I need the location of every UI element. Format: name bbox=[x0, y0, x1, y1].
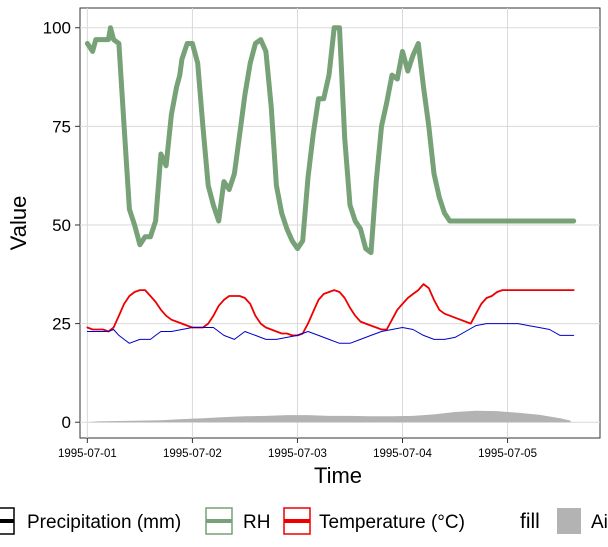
legend-label-temperature: Temperature (°C) bbox=[319, 512, 465, 533]
y-tick-label: 25 bbox=[52, 315, 71, 334]
x-tick-label: 1995-07-02 bbox=[163, 448, 222, 460]
x-axis-ticks: 1995-07-01 1995-07-02 1995-07-03 1995-07-04… bbox=[58, 438, 537, 460]
area-layer bbox=[87, 410, 571, 423]
legend-swatch-fill bbox=[557, 508, 581, 534]
x-tick-label: 1995-07-01 bbox=[58, 448, 117, 460]
y-tick-label: 100 bbox=[43, 19, 71, 38]
area-series bbox=[87, 410, 571, 423]
y-axis-title: Value bbox=[6, 196, 31, 251]
legend-label-precipitation: Precipitation (mm) bbox=[27, 512, 181, 533]
line-layer bbox=[84, 25, 577, 344]
legend-item-precipitation: Precipitation (mm) bbox=[0, 507, 181, 535]
legend-label-fill: Ai bbox=[591, 512, 608, 533]
legend: Precipitation (mm) RH Temperature (°C) f… bbox=[0, 507, 608, 535]
legend-item-temperature: Temperature (°C) bbox=[283, 507, 465, 535]
x-tick-label: 1995-07-03 bbox=[268, 448, 327, 460]
legend-fill-title: fill bbox=[520, 510, 540, 533]
y-tick-label: 50 bbox=[52, 216, 71, 235]
legend-label-rh: RH bbox=[243, 512, 270, 533]
y-tick-label: 75 bbox=[52, 117, 71, 136]
y-axis-ticks: 0 25 50 75 100 bbox=[43, 19, 80, 432]
legend-item-rh: RH bbox=[205, 507, 270, 535]
series-line-temperature-c bbox=[86, 283, 575, 337]
x-axis-title: Time bbox=[314, 463, 362, 488]
series-line-rh bbox=[84, 25, 577, 256]
x-tick-label: 1995-07-04 bbox=[373, 448, 432, 460]
series-line-precipitation-mm bbox=[86, 323, 575, 344]
y-tick-label: 0 bbox=[62, 413, 71, 432]
legend-item-fill: Ai bbox=[557, 508, 608, 534]
x-tick-label: 1995-07-05 bbox=[478, 448, 537, 460]
